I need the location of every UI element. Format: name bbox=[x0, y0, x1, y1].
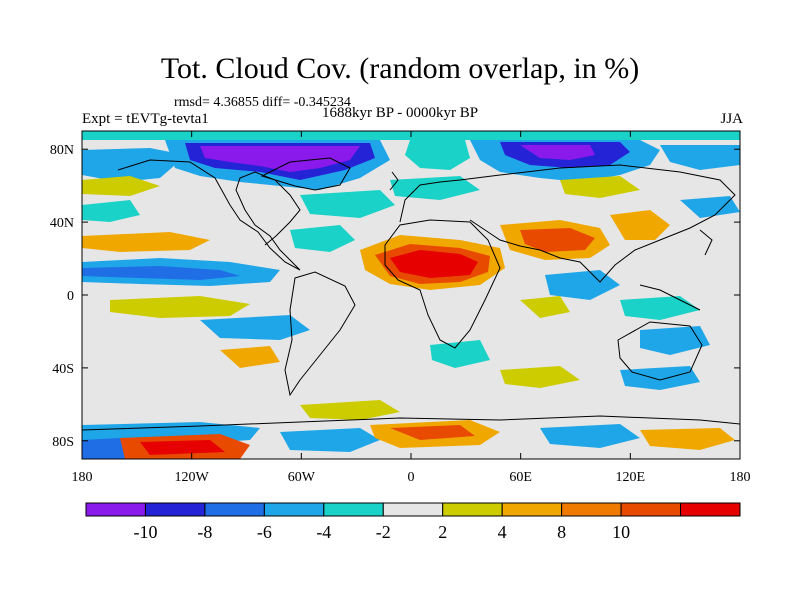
uk-coast bbox=[389, 171, 399, 191]
colorbar-swatch bbox=[680, 502, 741, 517]
coastlines bbox=[82, 157, 740, 431]
eurasia-coast bbox=[399, 164, 736, 283]
colorbar-swatch bbox=[561, 502, 622, 517]
colorbar-label: -4 bbox=[316, 522, 331, 542]
colorbar-swatch bbox=[382, 502, 444, 517]
anomaly-field bbox=[82, 131, 740, 459]
colorbar-label: -10 bbox=[133, 522, 157, 542]
season-label: JJA bbox=[720, 111, 743, 127]
colorbar-label: 10 bbox=[612, 522, 630, 542]
y-tick-label: 40N bbox=[50, 216, 74, 231]
colorbar-swatch bbox=[323, 502, 384, 517]
australia-coast bbox=[617, 321, 703, 381]
antarctica-coast bbox=[82, 415, 740, 431]
y-tick-label: 80S bbox=[52, 435, 74, 450]
indonesia-coast bbox=[639, 284, 701, 311]
x-tick-label: 180 bbox=[730, 470, 751, 485]
africa-coast bbox=[384, 219, 501, 349]
colorbar-swatch bbox=[263, 502, 325, 517]
x-tick-label: 60E bbox=[509, 470, 532, 485]
plot-title: Tot. Cloud Cov. (random overlap, in %) bbox=[160, 52, 640, 85]
experiment-label: Expt = tEVTg-tevta1 bbox=[82, 111, 209, 127]
colorbar-swatch bbox=[204, 502, 265, 517]
y-tick-label: 40S bbox=[52, 362, 74, 377]
south-america-coast bbox=[284, 271, 356, 397]
x-tick-label: 0 bbox=[408, 470, 415, 485]
colorbar-label: 2 bbox=[438, 522, 447, 542]
colorbar-swatch bbox=[442, 502, 503, 517]
colorbar-label: -8 bbox=[197, 522, 212, 542]
arctic-negative-region bbox=[82, 131, 740, 190]
colorbar-swatch bbox=[620, 502, 682, 517]
colorbar-label: -6 bbox=[257, 522, 272, 542]
y-tick-label: 0 bbox=[67, 289, 74, 304]
x-axis-ticks: 180 120W 60W 0 60E 120E 180 bbox=[72, 131, 751, 485]
colorbar-label: 4 bbox=[498, 522, 507, 542]
colorbar-label: 8 bbox=[557, 522, 566, 542]
pacific-negative-band bbox=[82, 190, 710, 368]
sahara-positive-region bbox=[360, 210, 670, 290]
colorbar-label: -2 bbox=[376, 522, 391, 542]
x-tick-label: 120E bbox=[616, 470, 646, 485]
x-tick-label: 180 bbox=[72, 470, 93, 485]
japan-coast bbox=[699, 229, 713, 256]
midlatitude-patches bbox=[82, 176, 740, 390]
colorbar-swatch bbox=[85, 502, 146, 517]
greenland-coast bbox=[260, 157, 351, 191]
x-tick-label: 120W bbox=[175, 470, 210, 485]
period-label: 1688kyr BP - 0000kyr BP bbox=[322, 105, 479, 121]
y-axis-ticks: 80N 40N 0 40S 80S bbox=[50, 143, 740, 450]
colorbar: -10 -8 -6 -4 -2 2 4 8 10 bbox=[85, 502, 741, 542]
y-tick-label: 80N bbox=[50, 143, 74, 158]
rmsd-diff-stats: rmsd= 4.36855 diff= -0.345234 bbox=[174, 95, 351, 110]
colorbar-swatch bbox=[501, 502, 563, 517]
southern-ocean-region bbox=[82, 400, 740, 459]
x-tick-label: 60W bbox=[288, 470, 316, 485]
north-america-coast bbox=[117, 159, 301, 271]
colorbar-swatch bbox=[144, 502, 206, 517]
